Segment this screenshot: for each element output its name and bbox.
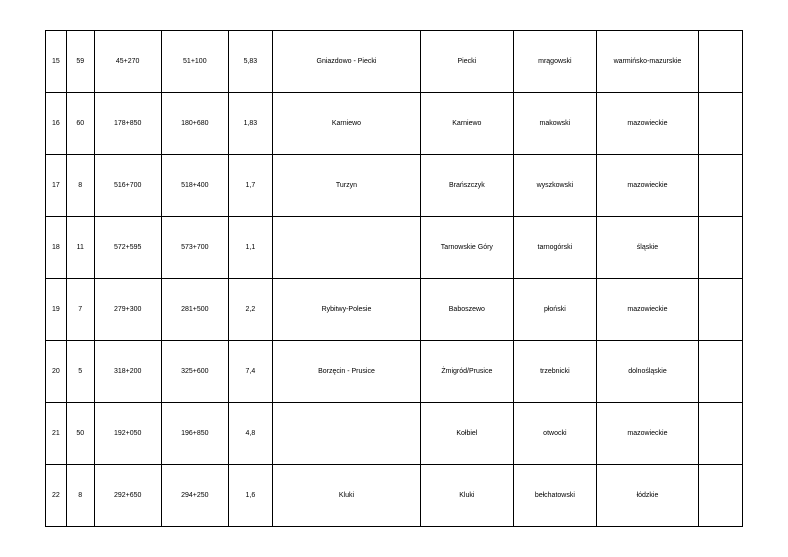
table-cell bbox=[698, 341, 742, 403]
table-cell: Kluki bbox=[421, 465, 514, 527]
table-cell bbox=[272, 217, 420, 279]
table-cell: 192+050 bbox=[94, 403, 161, 465]
table-cell: Karniewo bbox=[421, 93, 514, 155]
table-cell: 325+600 bbox=[161, 341, 228, 403]
table-cell: 51+100 bbox=[161, 31, 228, 93]
table-cell: 4,8 bbox=[228, 403, 272, 465]
table-cell: Piecki bbox=[421, 31, 514, 93]
table-cell: Brańszczyk bbox=[421, 155, 514, 217]
table-cell bbox=[698, 403, 742, 465]
table-cell: 7,4 bbox=[228, 341, 272, 403]
table-cell: 1,7 bbox=[228, 155, 272, 217]
table-cell: 17 bbox=[46, 155, 67, 217]
table-row: 2150192+050196+8504,8 Kołbielotwockimazow… bbox=[46, 403, 743, 465]
table-cell: 50 bbox=[66, 403, 94, 465]
table-cell: 1,6 bbox=[228, 465, 272, 527]
table-cell: 2,2 bbox=[228, 279, 272, 341]
table-body: 155945+27051+1005,83Gniazdowo - PieckiPi… bbox=[46, 31, 743, 527]
table-cell: 60 bbox=[66, 93, 94, 155]
table-cell: Karniewo bbox=[272, 93, 420, 155]
table-cell: mrągowski bbox=[513, 31, 596, 93]
table-cell: mazowieckie bbox=[597, 403, 699, 465]
table-cell: 294+250 bbox=[161, 465, 228, 527]
table-cell: 11 bbox=[66, 217, 94, 279]
table-cell: wyszkowski bbox=[513, 155, 596, 217]
table-cell: 292+650 bbox=[94, 465, 161, 527]
table-cell: mazowieckie bbox=[597, 155, 699, 217]
table-cell: mazowieckie bbox=[597, 93, 699, 155]
table-cell: 196+850 bbox=[161, 403, 228, 465]
table-cell: 279+300 bbox=[94, 279, 161, 341]
table-row: 197279+300281+5002,2Rybitwy-PolesieBabos… bbox=[46, 279, 743, 341]
table-cell: 20 bbox=[46, 341, 67, 403]
table-cell bbox=[698, 465, 742, 527]
table-cell bbox=[698, 155, 742, 217]
table-cell: Gniazdowo - Piecki bbox=[272, 31, 420, 93]
table-cell: 318+200 bbox=[94, 341, 161, 403]
table-cell: 15 bbox=[46, 31, 67, 93]
table-cell: 7 bbox=[66, 279, 94, 341]
table-row: 228292+650294+2501,6KlukiKlukibełchatows… bbox=[46, 465, 743, 527]
table-row: 1811572+595573+7001,1 Tarnowskie Górytarn… bbox=[46, 217, 743, 279]
table-cell bbox=[698, 279, 742, 341]
table-cell: 518+400 bbox=[161, 155, 228, 217]
table-cell: płoński bbox=[513, 279, 596, 341]
table-cell: 22 bbox=[46, 465, 67, 527]
table-cell: 572+595 bbox=[94, 217, 161, 279]
table-cell: 281+500 bbox=[161, 279, 228, 341]
table-cell: 1,83 bbox=[228, 93, 272, 155]
table-cell: 16 bbox=[46, 93, 67, 155]
table-cell: łódzkie bbox=[597, 465, 699, 527]
table-cell bbox=[698, 217, 742, 279]
table-cell: Borzęcin - Prusice bbox=[272, 341, 420, 403]
table-cell: trzebnicki bbox=[513, 341, 596, 403]
table-cell: Rybitwy-Polesie bbox=[272, 279, 420, 341]
table-row: 178516+700518+4001,7TurzynBrańszczykwysz… bbox=[46, 155, 743, 217]
table-cell: Tarnowskie Góry bbox=[421, 217, 514, 279]
table-cell: Kołbiel bbox=[421, 403, 514, 465]
table-cell: 1,1 bbox=[228, 217, 272, 279]
table-cell: 18 bbox=[46, 217, 67, 279]
table-row: 1660178+850180+6801,83KarniewoKarniewoma… bbox=[46, 93, 743, 155]
table-cell: Kluki bbox=[272, 465, 420, 527]
table-row: 155945+27051+1005,83Gniazdowo - PieckiPi… bbox=[46, 31, 743, 93]
table-cell: 8 bbox=[66, 465, 94, 527]
table-row: 205318+200325+6007,4Borzęcin - PrusiceŻm… bbox=[46, 341, 743, 403]
table-cell: warmińsko-mazurskie bbox=[597, 31, 699, 93]
table-cell: 516+700 bbox=[94, 155, 161, 217]
table-cell: makowski bbox=[513, 93, 596, 155]
table-cell: 573+700 bbox=[161, 217, 228, 279]
table-cell: 21 bbox=[46, 403, 67, 465]
table-cell: Baboszewo bbox=[421, 279, 514, 341]
table-cell bbox=[698, 31, 742, 93]
table-cell: 5 bbox=[66, 341, 94, 403]
table-cell: Turzyn bbox=[272, 155, 420, 217]
table-cell: bełchatowski bbox=[513, 465, 596, 527]
table-cell bbox=[698, 93, 742, 155]
table-cell: 5,83 bbox=[228, 31, 272, 93]
table-cell: dolnośląskie bbox=[597, 341, 699, 403]
data-table: 155945+27051+1005,83Gniazdowo - PieckiPi… bbox=[45, 30, 743, 527]
table-cell: otwocki bbox=[513, 403, 596, 465]
table-cell: śląskie bbox=[597, 217, 699, 279]
table-cell: 180+680 bbox=[161, 93, 228, 155]
table-cell: mazowieckie bbox=[597, 279, 699, 341]
table-cell: tarnogórski bbox=[513, 217, 596, 279]
table-cell: 8 bbox=[66, 155, 94, 217]
table-cell: 45+270 bbox=[94, 31, 161, 93]
table-cell: 178+850 bbox=[94, 93, 161, 155]
table-cell bbox=[272, 403, 420, 465]
table-cell: 59 bbox=[66, 31, 94, 93]
table-cell: Żmigród/Prusice bbox=[421, 341, 514, 403]
table-cell: 19 bbox=[46, 279, 67, 341]
